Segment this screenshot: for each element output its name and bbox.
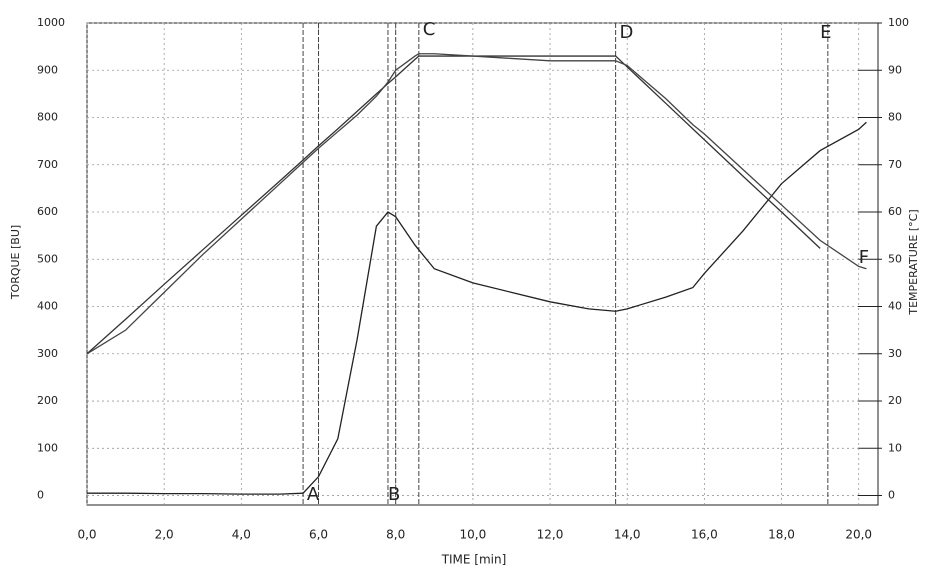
x-tick-label: 2,0	[155, 528, 174, 542]
y-tick-label: 0	[37, 489, 44, 502]
y2-tick-label: 50	[888, 252, 902, 265]
plot-frame	[86, 22, 879, 506]
y-tick-label: 900	[37, 63, 58, 76]
data-line	[87, 121, 867, 495]
y2-tick-label: 20	[888, 394, 902, 407]
y-tick-label: 200	[37, 394, 58, 407]
y-tick-label: 600	[37, 205, 58, 218]
y2-tick-label: 70	[888, 158, 902, 171]
annotation: C	[423, 19, 436, 40]
y2-tick-label: 60	[888, 205, 902, 218]
y-tick-label: 800	[37, 111, 58, 124]
y-tick-label: 300	[37, 347, 58, 360]
y2-tick-label: 40	[888, 300, 902, 313]
y-tick-label: 100	[37, 441, 58, 454]
y2-tick-label: 30	[888, 347, 902, 360]
annotation: F	[859, 247, 869, 268]
x-tick-label: 8,0	[386, 528, 405, 542]
data-line	[86, 55, 821, 355]
y2-tick-label: 80	[888, 111, 902, 124]
x-tick-label: 0,0	[77, 528, 96, 542]
y-tick-label: 700	[37, 158, 58, 171]
x-tick-label: 14,0	[614, 528, 641, 542]
annotation: D	[619, 22, 633, 43]
y2-tick-label: 10	[888, 441, 902, 454]
x-tick-label: 10,0	[459, 528, 486, 542]
y-tick-label: 400	[37, 300, 58, 313]
annotation: A	[307, 484, 320, 505]
data-line	[86, 53, 867, 355]
y-tick-label: 1000	[37, 16, 65, 29]
x-tick-label: 6,0	[309, 528, 328, 542]
annotation: B	[388, 484, 400, 505]
x-tick-label: 4,0	[232, 528, 251, 542]
y-tick-label: 500	[37, 252, 58, 265]
annotation: E	[820, 22, 831, 43]
y2-tick-label: 90	[888, 63, 902, 76]
x-tick-label: 20,0	[845, 528, 872, 542]
y2-axis-label: TEMPERATURE [°C]	[907, 209, 920, 315]
y-axis-label: TORQUE [BU]	[9, 225, 22, 300]
y2-tick-label: 100	[888, 16, 909, 29]
x-tick-label: 12,0	[537, 528, 564, 542]
x-tick-label: 16,0	[691, 528, 718, 542]
x-axis-label: TIME [min]	[441, 553, 507, 567]
x-tick-label: 18,0	[768, 528, 795, 542]
y2-tick-label: 0	[888, 489, 895, 502]
